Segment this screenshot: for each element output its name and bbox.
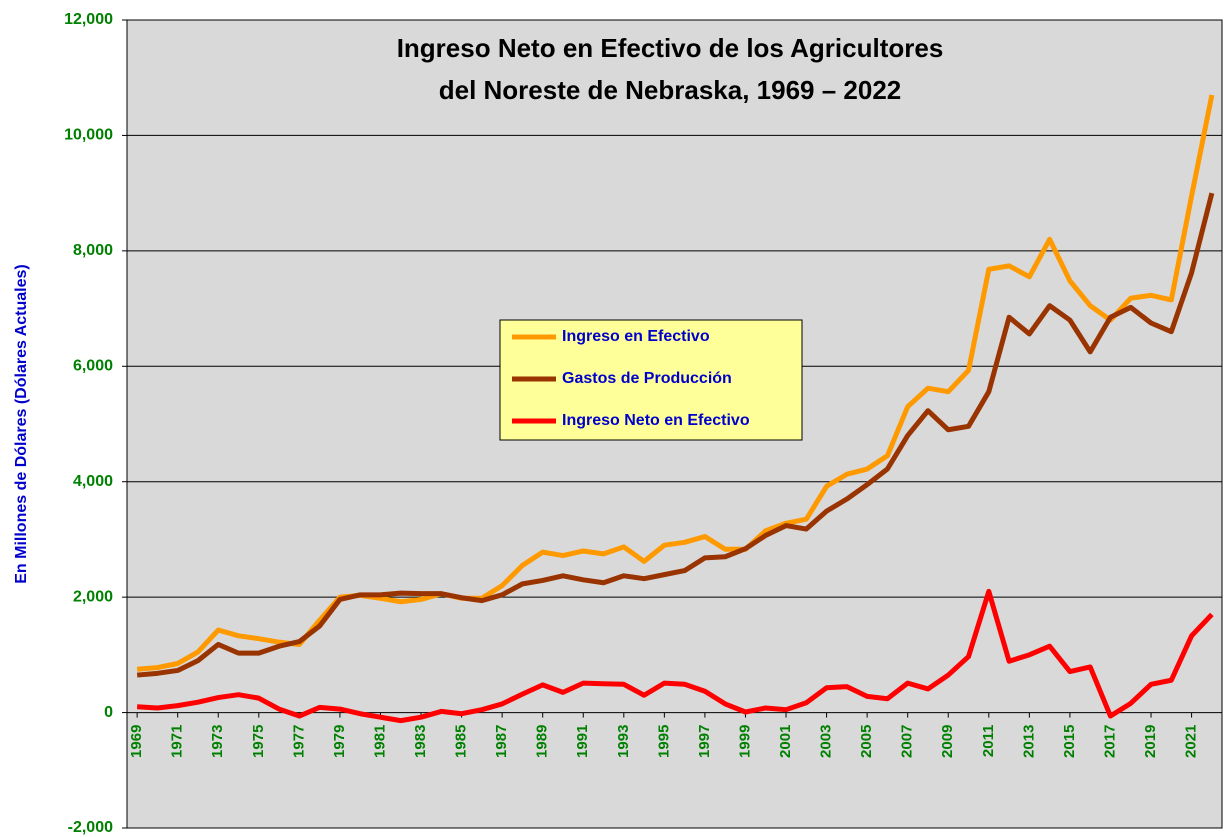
y-tick-label: 12,000 [64,11,113,28]
legend-label: Ingreso en Efectivo [562,328,710,345]
x-tick-label: 2003 [818,725,835,758]
series-line [136,192,1215,678]
series-line [136,588,1214,724]
x-tick-label: 1979 [331,725,348,758]
x-tick-label: 1981 [371,725,388,758]
x-tick-label: 2013 [1020,725,1037,758]
x-tick-label: 1989 [534,725,551,758]
grid: -2,000 0 2,000 4,000 6,000 8,000 10,000 12,000 1… [64,11,1222,836]
y-axis-label: En Millones de Dólares (Dólares Actuales… [13,264,30,584]
x-tick-label: 1991 [574,725,591,758]
x-tick-label: 1993 [615,725,632,758]
x-tick-label: 1971 [169,725,186,758]
x-tick-label: 2001 [777,725,794,758]
y-tick-label: -2,000 [68,819,113,836]
lines [136,94,1215,724]
x-tick-label: 1997 [696,725,713,758]
series-line [136,94,1215,672]
chart-title: del Noreste de Nebraska, 1969 – 2022 [439,75,902,105]
y-tick-label: 6,000 [73,358,113,375]
y-tick-label: 0 [104,704,113,721]
x-tick-label: 1975 [250,725,267,758]
x-tick-label: 2019 [1142,725,1159,758]
x-tick-label: 2011 [980,725,997,758]
x-tick-label: 1999 [736,725,753,758]
x-tick-label: 1995 [655,725,672,758]
x-tick-label: 2005 [858,725,875,758]
legend-label: Ingreso Neto en Efectivo [562,412,750,429]
y-tick-label: 4,000 [73,473,113,490]
y-tick-label: 10,000 [64,127,113,144]
x-tick-label: 1977 [290,725,307,758]
x-tick-label: 1969 [128,725,145,758]
legend: Ingreso en Efectivo Gastos de Producción I… [499,319,803,441]
legend-label: Gastos de Producción [562,370,732,387]
chart-title: Ingreso Neto en Efectivo de los Agricult… [397,33,944,63]
y-tick-label: 8,000 [73,242,113,259]
x-tick-label: 2015 [1061,725,1078,758]
x-tick-label: 2021 [1183,725,1200,758]
y-tick-label: 2,000 [73,588,113,605]
x-tick-label: 2009 [939,725,956,758]
x-tick-label: 1985 [453,725,470,758]
x-tick-label: 1983 [412,725,429,758]
x-tick-label: 2017 [1101,725,1118,758]
x-tick-label: 1973 [209,725,226,758]
x-tick-label: 2007 [899,725,916,758]
x-tick-label: 1987 [493,725,510,758]
